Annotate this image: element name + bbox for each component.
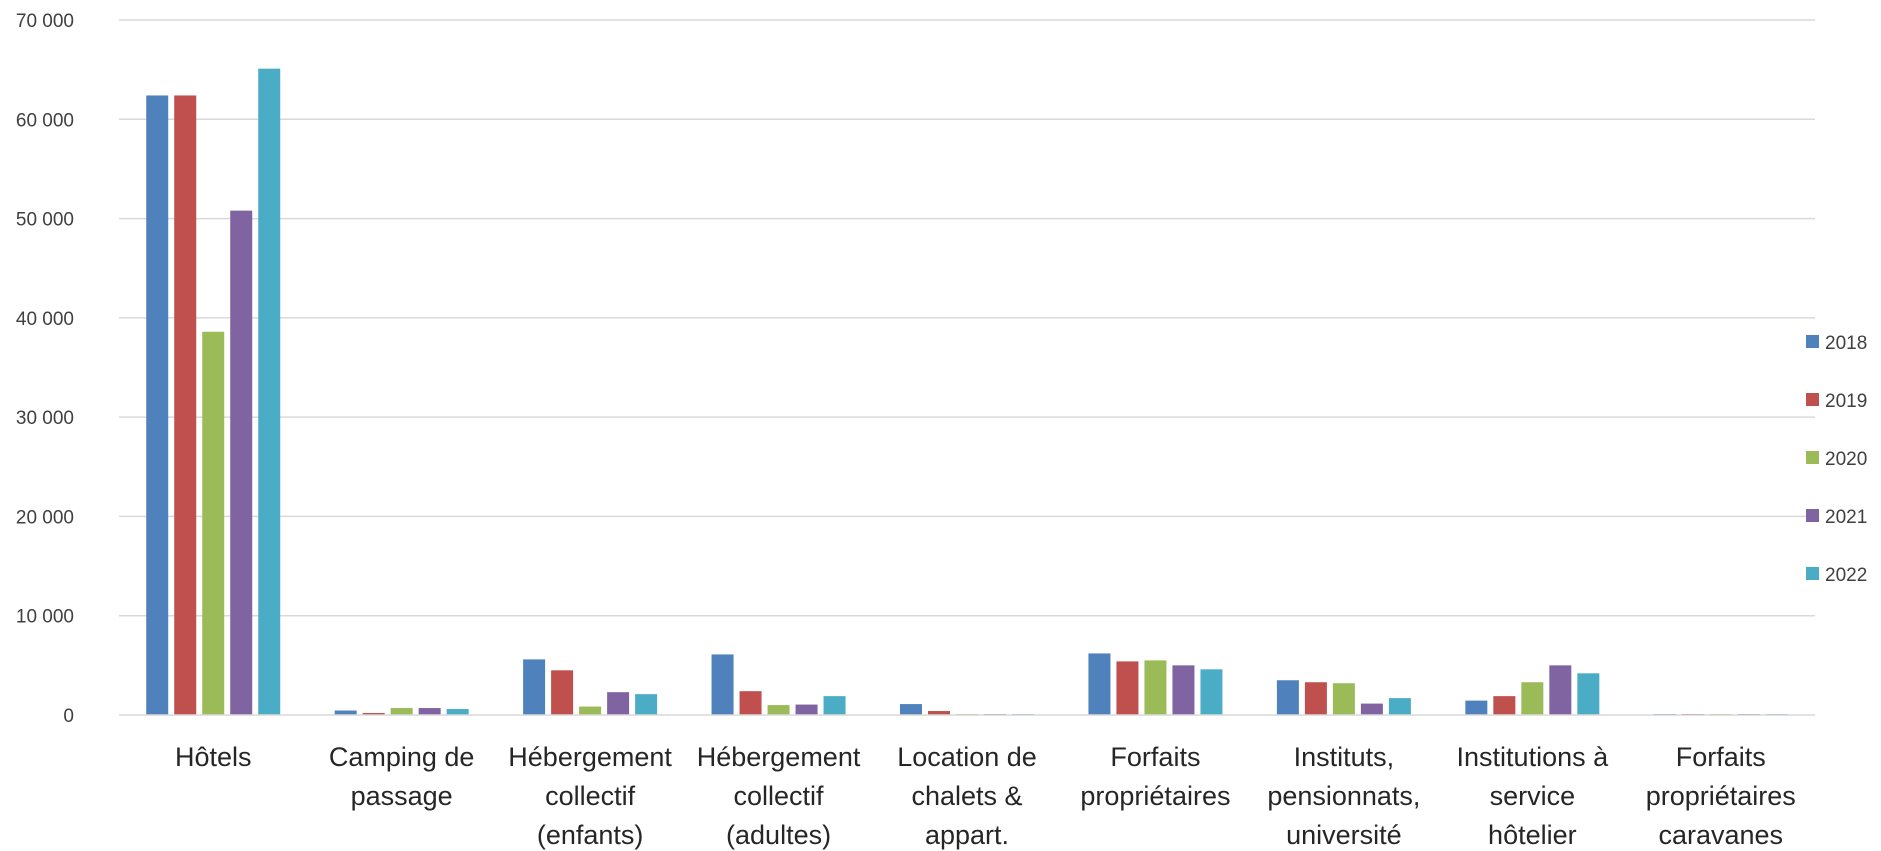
category-label-line: Hébergement: [697, 742, 861, 772]
legend-swatch: [1806, 451, 1819, 464]
legend: 2018 2019 2020 2021 2022: [1806, 333, 1867, 586]
category-label-line: (adultes): [726, 820, 831, 850]
bar: [390, 708, 413, 715]
category-label: Forfaits propriétaires: [1080, 742, 1230, 811]
bar: [174, 95, 197, 715]
bar: [551, 670, 574, 715]
y-tick-label: 10 000: [16, 607, 74, 628]
bar: [928, 711, 950, 715]
legend-label: 2020: [1825, 449, 1867, 470]
legend-swatch: [1806, 509, 1819, 522]
bar: [362, 713, 385, 715]
category-label-line: appart.: [925, 820, 1009, 850]
y-tick-label: 50 000: [16, 210, 74, 231]
legend-label: 2021: [1825, 507, 1867, 528]
bar: [523, 659, 546, 715]
bar: [446, 709, 469, 715]
y-tick-label: 20 000: [16, 507, 74, 528]
category-label: Camping de passage: [329, 742, 475, 811]
category-label-line: passage: [351, 781, 453, 811]
bar: [1172, 665, 1195, 715]
category-label-line: université: [1286, 820, 1402, 850]
category-label-line: Institutions à: [1457, 742, 1610, 772]
category-label-line: collectif: [734, 781, 825, 811]
category-label-line: Forfaits: [1676, 742, 1766, 772]
category-label-line: (enfants): [537, 820, 644, 850]
y-tick-label: 70 000: [16, 11, 74, 32]
category-label: Institutions à service hôtelier: [1457, 742, 1610, 850]
bar: [146, 95, 169, 715]
legend-swatch: [1806, 393, 1819, 406]
bar: [1304, 682, 1327, 715]
bar: [823, 696, 846, 715]
bar: [739, 691, 762, 715]
bar: [579, 706, 602, 715]
bars: [146, 68, 1788, 715]
legend-swatch: [1806, 335, 1819, 348]
y-tick-label: 60 000: [16, 110, 74, 131]
bar: [258, 68, 281, 715]
bar: [711, 654, 734, 715]
category-label-line: hôtelier: [1488, 820, 1577, 850]
legend-label: 2018: [1825, 333, 1867, 354]
bar: [334, 710, 357, 715]
category-label: Hébergement collectif (adultes): [697, 742, 861, 850]
bar: [1276, 680, 1299, 715]
category-label: Hébergement collectif (enfants): [508, 742, 672, 850]
bar: [1200, 669, 1223, 715]
category-label-line: Location de: [897, 742, 1037, 772]
category-label: Forfaits propriétaires caravanes: [1646, 742, 1796, 850]
category-label-line: Camping de: [329, 742, 475, 772]
bar: [1116, 661, 1139, 715]
category-label: Hôtels: [175, 742, 252, 772]
category-label: Instituts, pensionnats, université: [1267, 742, 1420, 850]
bar: [767, 705, 790, 715]
category-label-line: Hébergement: [508, 742, 672, 772]
bar: [1332, 683, 1355, 715]
bar: [1360, 703, 1383, 715]
y-tick-label: 40 000: [16, 309, 74, 330]
bar: [1465, 700, 1488, 715]
category-label-line: Hôtels: [175, 742, 252, 772]
bar: [230, 210, 253, 715]
y-tick-label: 30 000: [16, 408, 74, 429]
bar: [1388, 698, 1411, 715]
bar: [1088, 653, 1111, 715]
category-label-line: chalets &: [911, 781, 1022, 811]
y-axis-ticks: 0 10 000 20 000 30 000 40 000 50 000 60 000 70 …: [16, 11, 74, 727]
category-label-line: Forfaits: [1110, 742, 1200, 772]
bar: [795, 704, 818, 715]
y-tick-label: 0: [63, 706, 74, 727]
legend-swatch: [1806, 567, 1819, 580]
category-label-line: pensionnats,: [1267, 781, 1420, 811]
bar: [1521, 682, 1544, 715]
legend-label: 2022: [1825, 565, 1867, 586]
category-label-line: propriétaires: [1080, 781, 1230, 811]
bar: [900, 704, 922, 715]
gridlines: [119, 19, 1815, 617]
category-label-line: propriétaires: [1646, 781, 1796, 811]
category-label-line: Instituts,: [1294, 742, 1395, 772]
bar: [202, 331, 225, 715]
bar: [418, 708, 441, 715]
bar: [635, 694, 658, 715]
category-label: Location de chalets & appart.: [897, 742, 1037, 850]
x-axis-labels: Hôtels Camping de passage Hébergement collec…: [175, 742, 1796, 850]
bar: [1144, 660, 1167, 715]
legend-label: 2019: [1825, 391, 1867, 412]
category-label-line: collectif: [545, 781, 636, 811]
bar: [1493, 696, 1516, 715]
category-label-line: caravanes: [1658, 820, 1783, 850]
bar: [607, 692, 630, 715]
bar: [1577, 673, 1600, 715]
bar: [1549, 665, 1572, 715]
category-label-line: service: [1490, 781, 1576, 811]
